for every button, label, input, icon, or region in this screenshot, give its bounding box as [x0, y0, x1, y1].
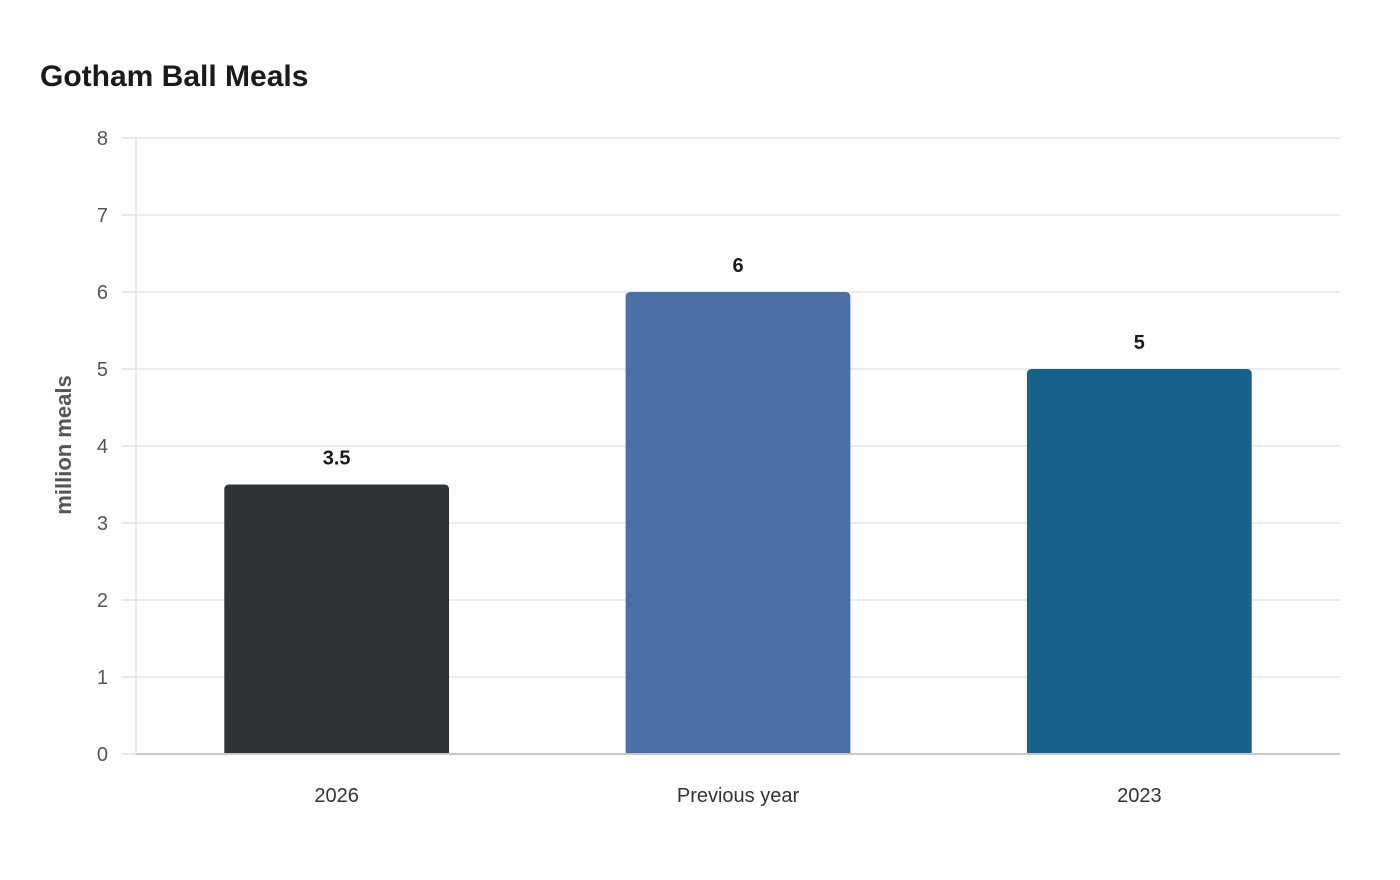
y-tick-label: 2	[97, 590, 108, 612]
x-tick-label: Previous year	[677, 785, 800, 807]
y-axis-title: million meals	[51, 375, 76, 514]
y-tick-label: 3	[97, 513, 108, 535]
y-tick-label: 4	[97, 436, 108, 458]
chart-title: Gotham Ball Meals	[40, 60, 309, 93]
bar-value-label: 3.5	[323, 448, 351, 470]
y-tick-label: 7	[97, 205, 108, 227]
bar-previous-year	[625, 292, 851, 754]
y-tick-label: 0	[97, 744, 108, 766]
y-tick-label: 6	[97, 282, 108, 304]
x-tick-label: 2026	[314, 785, 359, 807]
bar-value-label: 6	[732, 255, 743, 277]
bar-value-label: 5	[1134, 332, 1145, 354]
labels: 0 1 2 3 4 5 6 7 8 3.5 2026 6 Previous year 5 2023	[97, 128, 1340, 807]
y-tick-label: 5	[97, 359, 108, 381]
x-tick-label: 2023	[1117, 785, 1162, 807]
y-tick-label: 8	[97, 128, 108, 150]
y-tick-label: 1	[97, 667, 108, 689]
axes	[122, 137, 137, 755]
bar-2026	[224, 484, 450, 754]
bars	[224, 292, 1252, 754]
bar-2023	[1026, 369, 1252, 754]
